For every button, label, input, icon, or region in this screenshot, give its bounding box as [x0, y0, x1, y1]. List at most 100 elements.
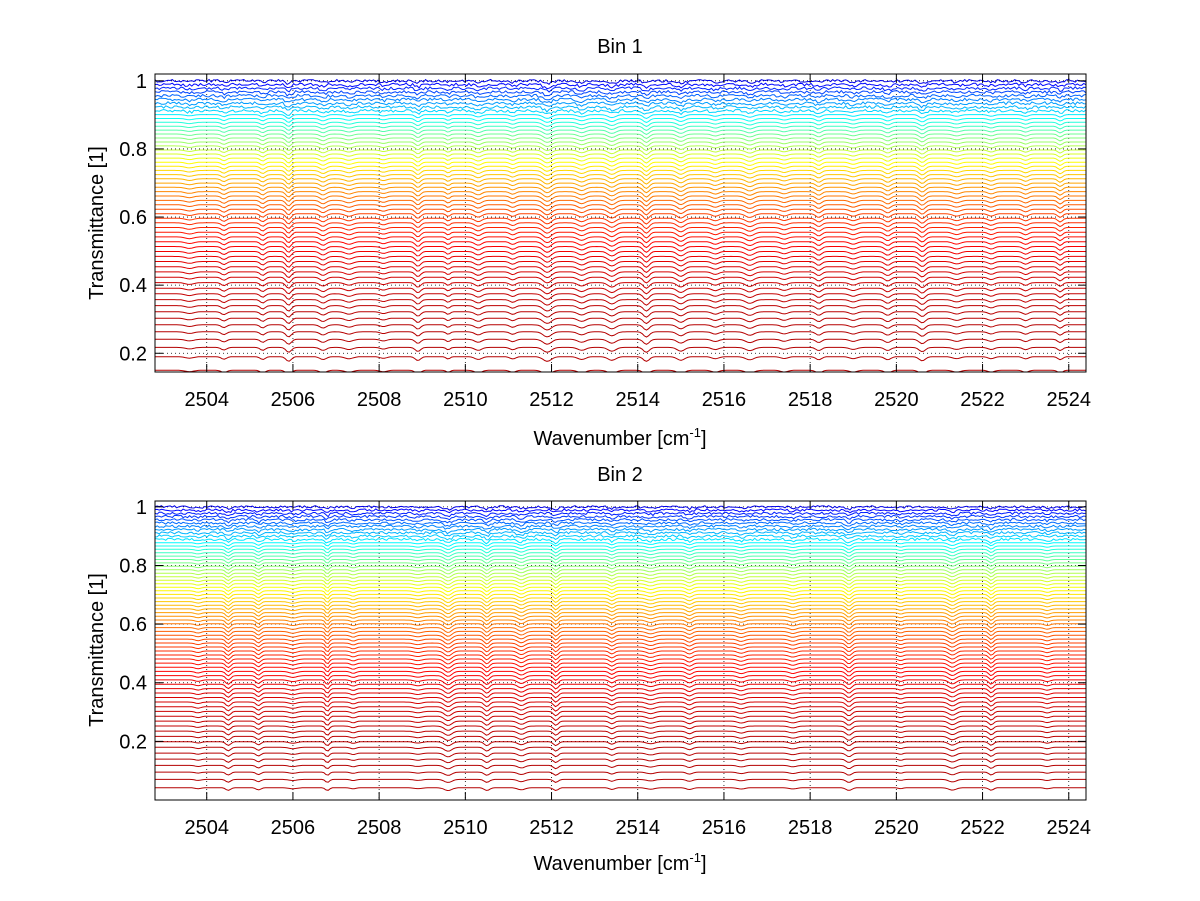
spectrum-series	[155, 630, 1086, 637]
x-tick-label: 2508	[357, 389, 402, 411]
x-tick-label: 2516	[702, 389, 747, 411]
spectrum-series	[155, 710, 1086, 717]
panel-1-plot-area	[155, 78, 1086, 372]
spectrum-series	[155, 542, 1086, 547]
spectrum-series	[155, 276, 1086, 284]
spectrum-series	[155, 642, 1086, 649]
spectrum-series	[155, 241, 1086, 249]
spectrum-series	[155, 266, 1086, 273]
spectrum-series	[155, 129, 1086, 135]
spectrum-series	[155, 137, 1086, 144]
x-tick-label: 2512	[529, 817, 574, 839]
spectrum-series	[155, 612, 1086, 618]
y-tick-label: 0.6	[119, 614, 147, 636]
panel-1-x-axis-label-main: Wavenumber [cm	[533, 428, 689, 450]
panel-1-axes-box	[154, 73, 1087, 373]
spectrum-series	[155, 646, 1086, 653]
spectrum-series	[155, 514, 1086, 521]
panel-2-x-axis-label: Wavenumber [cm-1]	[533, 850, 706, 875]
spectrum-series	[155, 692, 1086, 699]
spectrum-series	[155, 552, 1086, 557]
x-tick-label: 2514	[615, 389, 660, 411]
spectrum-series	[155, 282, 1086, 289]
spectrum-series	[155, 153, 1086, 160]
x-tick-label: 2522	[960, 817, 1005, 839]
spectrum-series	[155, 204, 1086, 211]
y-tick-label: 0.4	[119, 275, 147, 297]
spectrum-series	[155, 114, 1086, 120]
x-tick-label: 2520	[874, 389, 919, 411]
spectrum-series	[155, 331, 1086, 338]
spectrum-series	[155, 562, 1086, 568]
spectrum-series	[155, 670, 1086, 677]
spectrum-series	[155, 317, 1086, 325]
spectrum-series	[155, 771, 1086, 776]
x-tick-label: 2520	[874, 817, 919, 839]
spectrum-series	[155, 683, 1086, 690]
spectrum-series	[155, 627, 1086, 633]
spectrum-series	[155, 213, 1086, 220]
spectrum-series	[155, 530, 1086, 538]
spectrum-series	[155, 195, 1086, 203]
spectrum-series	[155, 638, 1086, 645]
panel-1-x-axis-label-sup: -1	[689, 425, 701, 440]
spectrum-series	[155, 186, 1086, 194]
y-tick-label: 0.2	[119, 731, 147, 753]
y-tick-label: 0.4	[119, 673, 147, 695]
spectrum-series	[155, 741, 1086, 747]
spectrum-series	[155, 688, 1086, 694]
spectrum-series	[155, 125, 1086, 131]
spectrum-series	[155, 701, 1086, 708]
spectrum-series	[155, 299, 1086, 306]
panel-2-x-ticks: 2504 2506 2508 2510 2512 2514 2516 2518 2520 2522…	[184, 501, 1091, 839]
spectrum-series	[155, 787, 1086, 792]
spectrum-series	[155, 555, 1086, 561]
panel-2-plot-area	[155, 505, 1086, 800]
spectrum-series	[155, 121, 1086, 127]
panel-1-title: Bin 1	[597, 36, 643, 58]
spectrum-series	[155, 208, 1086, 216]
spectrum-series	[155, 666, 1086, 673]
panel-1-x-axis-label-tail: ]	[701, 428, 707, 450]
panel-2-x-axis-label-tail: ]	[701, 853, 707, 875]
spectrum-series	[155, 720, 1086, 726]
spectrum-series	[155, 706, 1086, 712]
x-tick-label: 2524	[1047, 817, 1092, 839]
spectrum-series	[155, 559, 1086, 564]
spectrum-series	[155, 597, 1086, 604]
spectrum-series	[155, 305, 1086, 312]
spectrum-series	[155, 251, 1086, 258]
y-tick-label: 0.2	[119, 343, 147, 365]
spectrum-series	[155, 236, 1086, 244]
spectrum-series	[155, 572, 1086, 578]
x-tick-label: 2504	[184, 389, 229, 411]
spectrum-series	[155, 78, 1086, 86]
spectrum-series	[155, 654, 1086, 661]
spectrum-series	[155, 662, 1086, 669]
spectrum-series	[155, 101, 1086, 109]
x-tick-label: 2504	[184, 817, 229, 839]
spectrum-series	[155, 576, 1086, 582]
spectrum-series	[155, 199, 1086, 207]
spectrum-series	[155, 217, 1086, 225]
panel-2-y-ticks: 0.2 0.4 0.6 0.8 1	[119, 497, 1086, 753]
spectrum-series	[155, 165, 1086, 172]
spectrum-series	[155, 508, 1086, 514]
spectrum-series	[155, 619, 1086, 626]
y-tick-label: 0.8	[119, 555, 147, 577]
spectrum-series	[155, 679, 1086, 686]
spectrum-series	[155, 658, 1086, 665]
spectrum-series	[155, 545, 1086, 551]
panel-2-y-axis-label: Transmittance [1]	[86, 573, 108, 727]
spectrum-series	[155, 746, 1086, 752]
spectrum-series	[155, 169, 1086, 177]
y-tick-label: 0.6	[119, 207, 147, 229]
spectrum-series	[155, 105, 1086, 113]
spectrum-series	[155, 346, 1086, 353]
spectrum-series	[155, 697, 1086, 703]
spectrum-series	[155, 715, 1086, 722]
x-tick-label: 2506	[271, 817, 316, 839]
spectrum-series	[155, 615, 1086, 622]
spectrum-series	[155, 511, 1086, 518]
x-tick-label: 2512	[529, 389, 574, 411]
